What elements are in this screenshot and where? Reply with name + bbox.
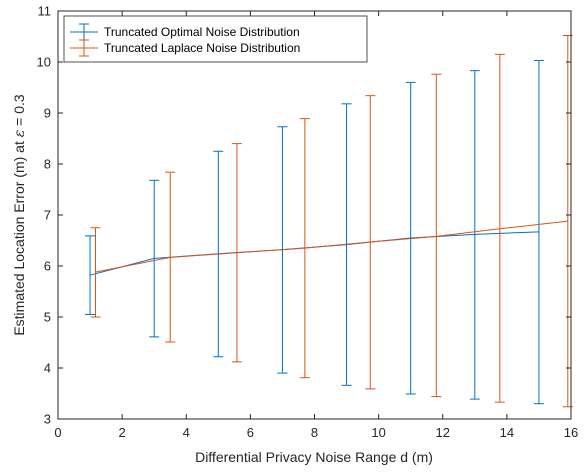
y-tick-label: 11	[38, 4, 52, 19]
y-tick-label: 7	[44, 208, 51, 223]
x-tick-label: 8	[311, 425, 318, 440]
legend-label-laplace: Truncated Laplace Noise Distribution	[104, 41, 300, 55]
errorbar-0-1	[149, 179, 160, 338]
y-axis-label: Estimated Location Error (m) at ε = 0.3	[11, 94, 28, 336]
y-tick-label: 8	[44, 157, 51, 172]
x-tick-label: 10	[371, 425, 385, 440]
y-tick-label: 6	[44, 259, 51, 274]
errorbar-1-0	[90, 227, 101, 318]
x-tick-label: 0	[54, 425, 61, 440]
plot-background	[58, 11, 571, 419]
y-axis-label-prefix: Estimated Location Error (m) at	[11, 137, 27, 335]
errorbar-0-7	[533, 59, 544, 405]
series-line-1	[95, 220, 568, 273]
errorbar-1-4	[365, 95, 376, 390]
legend-box	[63, 15, 368, 63]
y-axis-label-epsilon: ε	[12, 130, 28, 138]
y-tick-label: 5	[44, 310, 51, 325]
ticks-layer: 0 2 4 6 8 10 12 14 16 3 4 5 6 7 8 9 10 11	[37, 4, 579, 441]
y-tick-label: 9	[44, 106, 51, 121]
legend-label-optimal: Truncated Optimal Noise Distribution	[104, 25, 300, 39]
x-tick-label: 2	[119, 425, 126, 440]
y-tick-label: 3	[44, 412, 51, 427]
x-tick-label: 4	[183, 425, 190, 440]
errorbar-1-2	[231, 143, 242, 363]
x-axis-label: Differential Privacy Noise Range d (m)	[195, 449, 433, 465]
errorbar-1-5	[431, 73, 442, 398]
series-layer	[85, 34, 573, 408]
x-tick-label: 6	[247, 425, 254, 440]
errorbar-0-6	[469, 70, 480, 400]
y-axis-label-suffix: = 0.3	[11, 94, 27, 130]
errorbar-1-6	[494, 53, 505, 403]
series-1	[90, 34, 573, 408]
errorbar-0-0	[85, 235, 96, 315]
legend-marker-laplace	[70, 39, 98, 57]
errorbar-1-1	[165, 171, 176, 343]
x-tick-label: 14	[500, 425, 514, 440]
x-tick-label: 16	[564, 425, 578, 440]
y-tick-label: 10	[37, 55, 51, 70]
y-tick-label: 4	[44, 361, 51, 376]
x-tick-label: 12	[436, 425, 450, 440]
errorbar-1-3	[299, 118, 310, 379]
legend: Truncated Optimal Noise Distribution Tru…	[63, 15, 368, 63]
